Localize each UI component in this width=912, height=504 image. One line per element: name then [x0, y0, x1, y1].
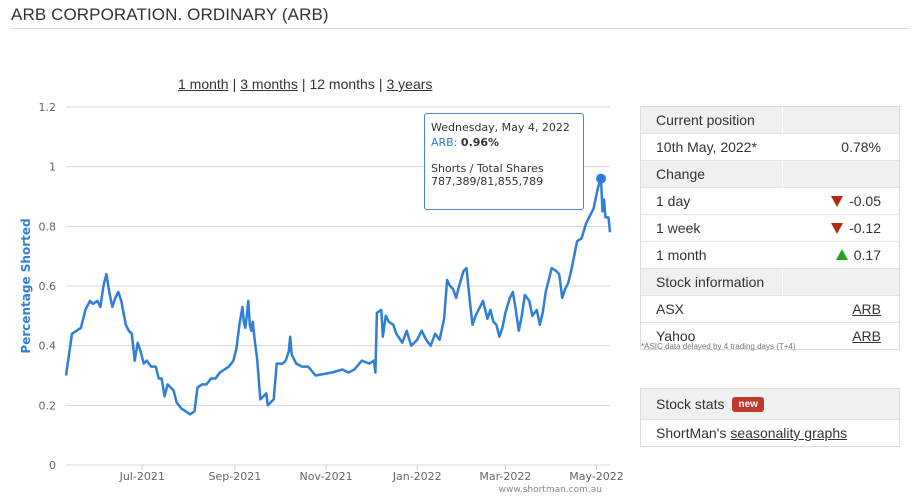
yahoo-label: Yahoo [641, 322, 782, 349]
current-date: 10th May, 2022* [641, 133, 782, 161]
new-badge: new [732, 396, 764, 412]
y-tick-label: 0.2 [39, 399, 57, 412]
range-3-months-link[interactable]: 3 months [240, 76, 298, 92]
range-12-months-active: 12 months [309, 76, 375, 92]
change-value: -0.05 [782, 187, 899, 215]
down-arrow-icon [831, 223, 844, 234]
y-tick-label: 1.2 [39, 101, 57, 114]
x-tick-label: Nov-2021 [299, 470, 352, 483]
up-arrow-icon [835, 249, 848, 260]
stock-stats-panel: Stock stats new ShortMan's seasonality gra… [640, 388, 900, 447]
y-tick-label: 0.6 [39, 280, 57, 293]
change-label: 1 day [641, 187, 782, 215]
short-interest-chart[interactable]: 0 0.2 0.4 0.6 0.8 1 1.2 Jul-2021 Sep-2021 Nov-202… [0, 96, 630, 500]
asic-delay-note: *ASIC data delayed by 4 trading days (T+… [641, 342, 796, 351]
y-tick-label: 0 [49, 459, 56, 472]
x-tick-label: Mar-2022 [479, 470, 531, 483]
y-tick-label: 0.4 [39, 340, 57, 353]
tooltip-shares-label: Shorts / Total Shares [431, 162, 544, 175]
tooltip-shares-value: 787,389/81,855,789 [431, 175, 544, 188]
yahoo-link[interactable]: ARB [852, 328, 881, 344]
x-tick-label: May-2022 [569, 470, 624, 483]
tooltip-value: 0.96% [460, 136, 500, 149]
down-arrow-icon [831, 196, 844, 207]
asx-label: ASX [641, 295, 782, 323]
range-selector: 1 month | 3 months | 12 months | 3 years [178, 76, 432, 92]
title-divider [11, 28, 910, 29]
current-value: 0.78% [782, 133, 899, 161]
highlight-point [596, 173, 607, 184]
stock-info-header: Stock information [641, 268, 782, 296]
change-value: -0.12 [782, 214, 899, 242]
watermark: www.shortman.com.au [499, 485, 602, 495]
change-label: 1 month [641, 241, 782, 269]
current-position-header: Current position [641, 107, 782, 134]
seasonality-prefix: ShortMan's [656, 425, 727, 441]
y-tick-label: 1 [49, 161, 56, 174]
position-panel: Current position 10th May, 2022* 0.78% Ch… [640, 106, 900, 350]
x-tick-label: Sep-2021 [209, 470, 262, 483]
range-separator: | [378, 76, 383, 92]
seasonality-graphs-link[interactable]: seasonality graphs [730, 425, 848, 441]
change-value: 0.17 [782, 241, 899, 269]
range-1-month-link[interactable]: 1 month [178, 76, 229, 92]
range-separator: | [232, 76, 237, 92]
page-title: ARB CORPORATION. ORDINARY (ARB) [11, 5, 329, 24]
tooltip-date: Wednesday, May 4, 2022 [431, 121, 570, 134]
x-tick-label: Jul-2021 [119, 470, 165, 483]
y-axis-title: Percentage Shorted [19, 218, 33, 353]
change-header: Change [641, 160, 782, 188]
stock-stats-header: Stock stats [656, 396, 725, 412]
tooltip-series-label: ARB: [431, 136, 458, 149]
range-separator: | [301, 76, 306, 92]
chart-tooltip: Wednesday, May 4, 2022 ARB: 0.96% Shorts… [424, 113, 584, 210]
series-line-arb [64, 177, 612, 416]
asx-link[interactable]: ARB [852, 301, 881, 317]
range-3-years-link[interactable]: 3 years [386, 76, 433, 92]
change-label: 1 week [641, 214, 782, 242]
y-tick-label: 0.8 [39, 220, 57, 233]
tooltip-series-row: ARB: 0.96% [431, 136, 577, 149]
x-tick-label: Jan-2022 [392, 470, 442, 483]
